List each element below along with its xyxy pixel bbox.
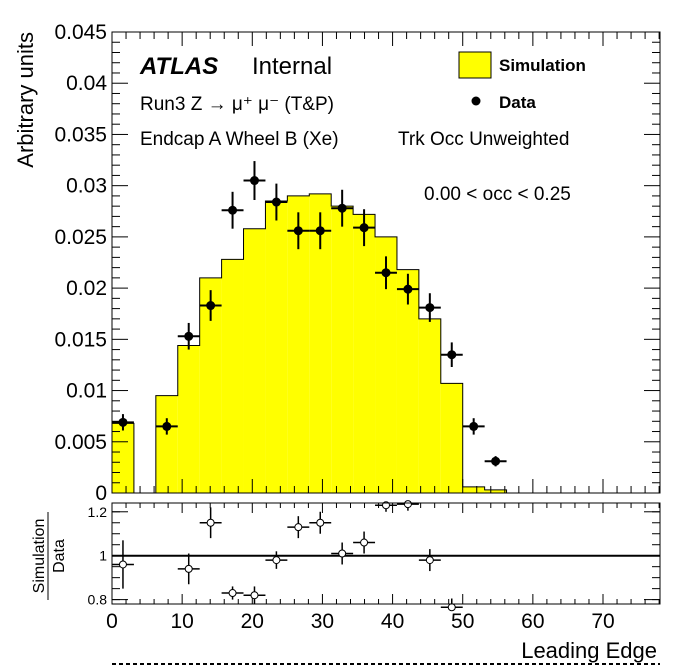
simulation-bar <box>440 383 463 493</box>
simulation-bar <box>155 395 178 493</box>
simulation-bar <box>331 206 354 493</box>
x-tick-label: 40 <box>381 610 404 633</box>
simulation-bar <box>396 269 419 493</box>
x-tick-label: 20 <box>241 610 264 633</box>
ratio-axis-ticks <box>111 503 660 604</box>
legend-data-marker <box>471 96 481 106</box>
status-label: Internal <box>252 53 332 80</box>
ratio-y-title-top: Simulation <box>31 519 48 594</box>
x-tick-label: 60 <box>521 610 544 633</box>
ratio-frame <box>111 502 661 605</box>
weight-label: Trk Occ Unweighted <box>398 129 569 150</box>
x-tick-label: 30 <box>311 610 334 633</box>
simulation-bar <box>265 201 288 494</box>
simulation-bar <box>418 318 441 493</box>
x-tick-labels: 0 10 20 30 40 50 60 70 <box>106 610 615 633</box>
ratio-y-tick-labels: 0.8 1 1.2 <box>88 504 108 608</box>
data-point <box>315 226 325 236</box>
y-tick-label: 0.005 <box>54 431 107 454</box>
data-point <box>228 205 238 215</box>
ratio-point <box>338 549 347 558</box>
ratio-y-title-bottom: Data <box>51 539 68 573</box>
data-point <box>491 456 501 466</box>
data-point <box>293 226 303 236</box>
simulation-bar <box>309 193 332 493</box>
data-point <box>337 203 347 213</box>
process-label: Run3 Z → μ⁺ μ⁻ (T&P) <box>140 94 334 115</box>
legend-simulation-label: Simulation <box>499 56 586 75</box>
ratio-point <box>228 589 237 598</box>
y-tick-label: 0.01 <box>66 380 107 403</box>
data-point <box>469 421 479 431</box>
main-y-tick-labels: 0 0.005 0.01 0.015 0.02 0.025 0.03 0.035 0.04 0.0… <box>54 21 107 505</box>
ratio-point <box>250 591 259 600</box>
ratio-y-tick-label: 1.2 <box>88 504 108 520</box>
ratio-point <box>425 556 434 565</box>
x-tick-label: 10 <box>170 610 193 633</box>
y-tick-label: 0.04 <box>66 72 107 95</box>
y-tick-label: 0.025 <box>54 226 107 249</box>
legend-data-label: Data <box>499 93 536 112</box>
x-tick-label: 70 <box>591 610 614 633</box>
simulation-bar <box>353 214 376 493</box>
ratio-point <box>294 523 303 532</box>
y-tick-label: 0.045 <box>54 21 107 44</box>
simulation-bar <box>112 423 134 493</box>
simulation-bar <box>287 195 310 493</box>
ratio-y-title: Simulation Data <box>31 512 68 600</box>
x-tick-label: 0 <box>106 610 118 633</box>
data-point <box>447 350 457 360</box>
ratio-y-tick-label: 0.8 <box>88 592 108 608</box>
x-tick-label: 50 <box>451 610 474 633</box>
occupancy-range-label: 0.00 < occ < 0.25 <box>424 184 571 205</box>
region-label: Endcap A Wheel B (Xe) <box>140 129 339 150</box>
main-frame <box>111 31 661 494</box>
simulation-bar <box>177 345 200 493</box>
simulation-bar <box>199 277 222 493</box>
data-point <box>425 303 435 313</box>
data-point <box>206 301 216 311</box>
simulation-histogram <box>111 193 660 494</box>
y-tick-label: 0.015 <box>54 328 107 351</box>
main-panel: 0 0.005 0.01 0.015 0.02 0.025 0.03 0.035 0.04 0.0… <box>13 21 661 505</box>
simulation-bar <box>462 486 485 493</box>
data-point <box>381 268 391 278</box>
data-point <box>162 421 172 431</box>
data-point <box>359 223 369 233</box>
ratio-point <box>316 518 325 527</box>
data-point <box>184 331 194 341</box>
ratio-point <box>403 500 412 509</box>
y-tick-label: 0.02 <box>66 277 107 300</box>
data-point <box>403 284 413 294</box>
ratio-panel: 0.811.2 0 10 20 30 40 50 60 70 Simulation Data … <box>31 500 661 665</box>
simulation-bar <box>375 236 397 493</box>
simulation-bar <box>243 228 266 493</box>
ratio-y-tick-label: 1 <box>99 548 107 564</box>
ratio-point <box>360 538 369 547</box>
ratio-points <box>112 500 463 612</box>
simulation-bar <box>221 259 244 493</box>
ratio-point <box>206 518 215 527</box>
simulation-outline <box>111 193 660 494</box>
data-point <box>118 417 128 427</box>
legend-simulation-swatch <box>458 51 492 79</box>
data-point <box>271 197 281 207</box>
atlas-label: ATLAS <box>139 53 218 80</box>
data-points <box>112 161 507 467</box>
ratio-point <box>118 560 127 569</box>
y-tick-label: 0.035 <box>54 123 107 146</box>
data-point <box>249 176 259 186</box>
y-tick-label: 0.03 <box>66 175 107 198</box>
y-axis-title: Arbitrary units <box>13 32 38 168</box>
y-tick-label: 0 <box>95 482 107 505</box>
simulation-bar <box>484 489 507 493</box>
x-axis-title: Leading Edge <box>521 638 657 663</box>
ratio-point <box>272 556 281 565</box>
ratio-point <box>184 564 193 573</box>
